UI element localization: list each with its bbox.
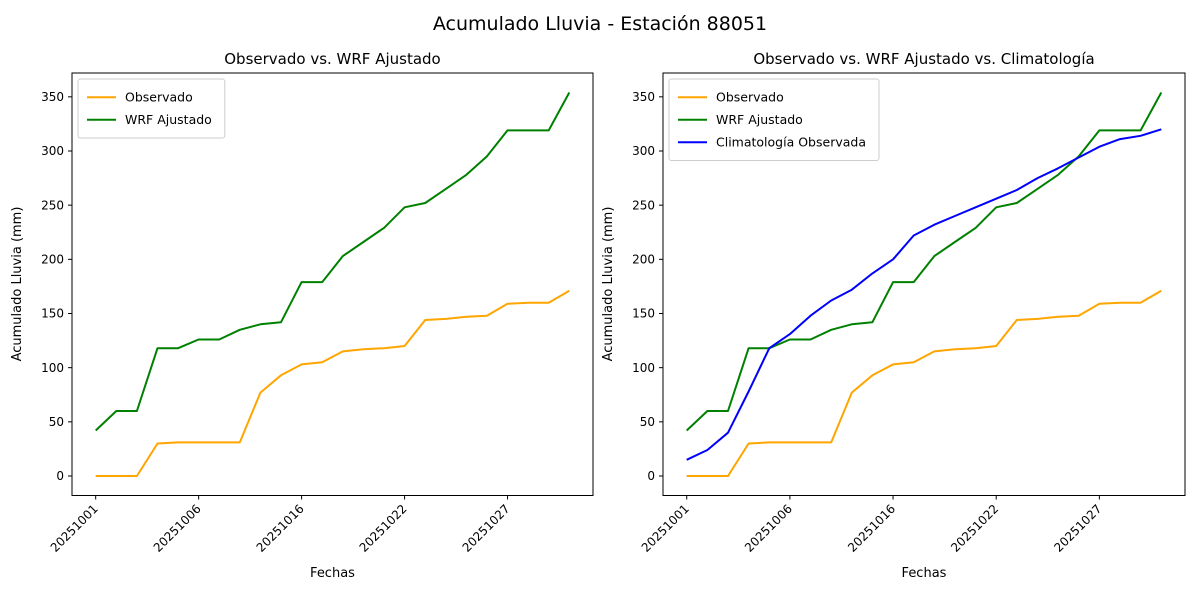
left-x-axis-label: Fechas bbox=[310, 566, 355, 581]
y-tick-label: 300 bbox=[41, 144, 64, 158]
y-tick-label: 250 bbox=[41, 198, 64, 212]
series-line-observado bbox=[686, 289, 1162, 477]
right-y-axis-label: Acumulado Lluvia (mm) bbox=[601, 207, 616, 362]
plot-border bbox=[71, 72, 594, 496]
x-tick-label: 20251001 bbox=[639, 502, 692, 555]
right-panel: Observado vs. WRF Ajustado vs. Climatolo… bbox=[601, 50, 1186, 581]
legend: Observado WRF Ajustado Climatología Observ… bbox=[668, 78, 880, 161]
y-tick-label: 200 bbox=[632, 253, 655, 267]
series-line-observado bbox=[95, 289, 570, 477]
right-plot-area: 0 50 100 150 200 250 300 350 20251001 20251006 202… bbox=[632, 72, 1186, 555]
x-tick-label: 20251006 bbox=[742, 502, 795, 555]
y-tick-label: 100 bbox=[632, 361, 655, 375]
y-tick-label: 150 bbox=[41, 307, 64, 321]
x-tick-label: 20251016 bbox=[254, 502, 307, 555]
y-tick-label: 0 bbox=[647, 469, 655, 483]
legend-label: Observado bbox=[125, 89, 193, 104]
right-x-axis-label: Fechas bbox=[902, 566, 947, 581]
x-tick-label: 20251022 bbox=[357, 502, 410, 555]
y-tick-label: 50 bbox=[49, 415, 64, 429]
x-tick-label: 20251027 bbox=[460, 502, 513, 555]
plot-border bbox=[662, 72, 1186, 496]
right-panel-title: Observado vs. WRF Ajustado vs. Climatolo… bbox=[753, 50, 1094, 68]
legend-box bbox=[77, 78, 226, 139]
y-tick-label: 350 bbox=[632, 90, 655, 104]
y-tick-label: 300 bbox=[632, 144, 655, 158]
x-tick-label: 20251006 bbox=[151, 502, 204, 555]
legend: Observado WRF Ajustado bbox=[77, 78, 226, 139]
y-tick-label: 50 bbox=[640, 415, 655, 429]
x-tick-label: 20251027 bbox=[1051, 502, 1104, 555]
legend-label: WRF Ajustado bbox=[716, 112, 803, 127]
legend-label: Climatología Observada bbox=[716, 134, 866, 149]
left-panel-title: Observado vs. WRF Ajustado bbox=[224, 50, 440, 68]
series-line-wrf-ajustado bbox=[95, 92, 571, 432]
y-tick-label: 150 bbox=[632, 307, 655, 321]
legend-label: WRF Ajustado bbox=[125, 112, 212, 127]
left-y-axis-label: Acumulado Lluvia (mm) bbox=[10, 207, 25, 362]
x-tick-label: 20251016 bbox=[845, 502, 898, 555]
y-tick-label: 350 bbox=[41, 90, 64, 104]
series-line-climatolog-a-observada bbox=[686, 128, 1162, 461]
left-plot-area: 0 50 100 150 200 250 300 350 20251001 20251006 202… bbox=[41, 72, 594, 555]
left-panel: Observado vs. WRF Ajustado Acumulado Llu… bbox=[10, 50, 594, 581]
series-line-wrf-ajustado bbox=[686, 92, 1163, 432]
y-tick-label: 250 bbox=[632, 198, 655, 212]
y-tick-label: 0 bbox=[56, 469, 64, 483]
y-tick-label: 200 bbox=[41, 253, 64, 267]
x-tick-label: 20251022 bbox=[948, 502, 1001, 555]
y-tick-label: 100 bbox=[41, 361, 64, 375]
legend-box bbox=[668, 78, 880, 161]
figure-title: Acumulado Lluvia - Estación 88051 bbox=[433, 13, 767, 35]
x-tick-label: 20251001 bbox=[48, 502, 101, 555]
legend-label: Observado bbox=[716, 89, 784, 104]
